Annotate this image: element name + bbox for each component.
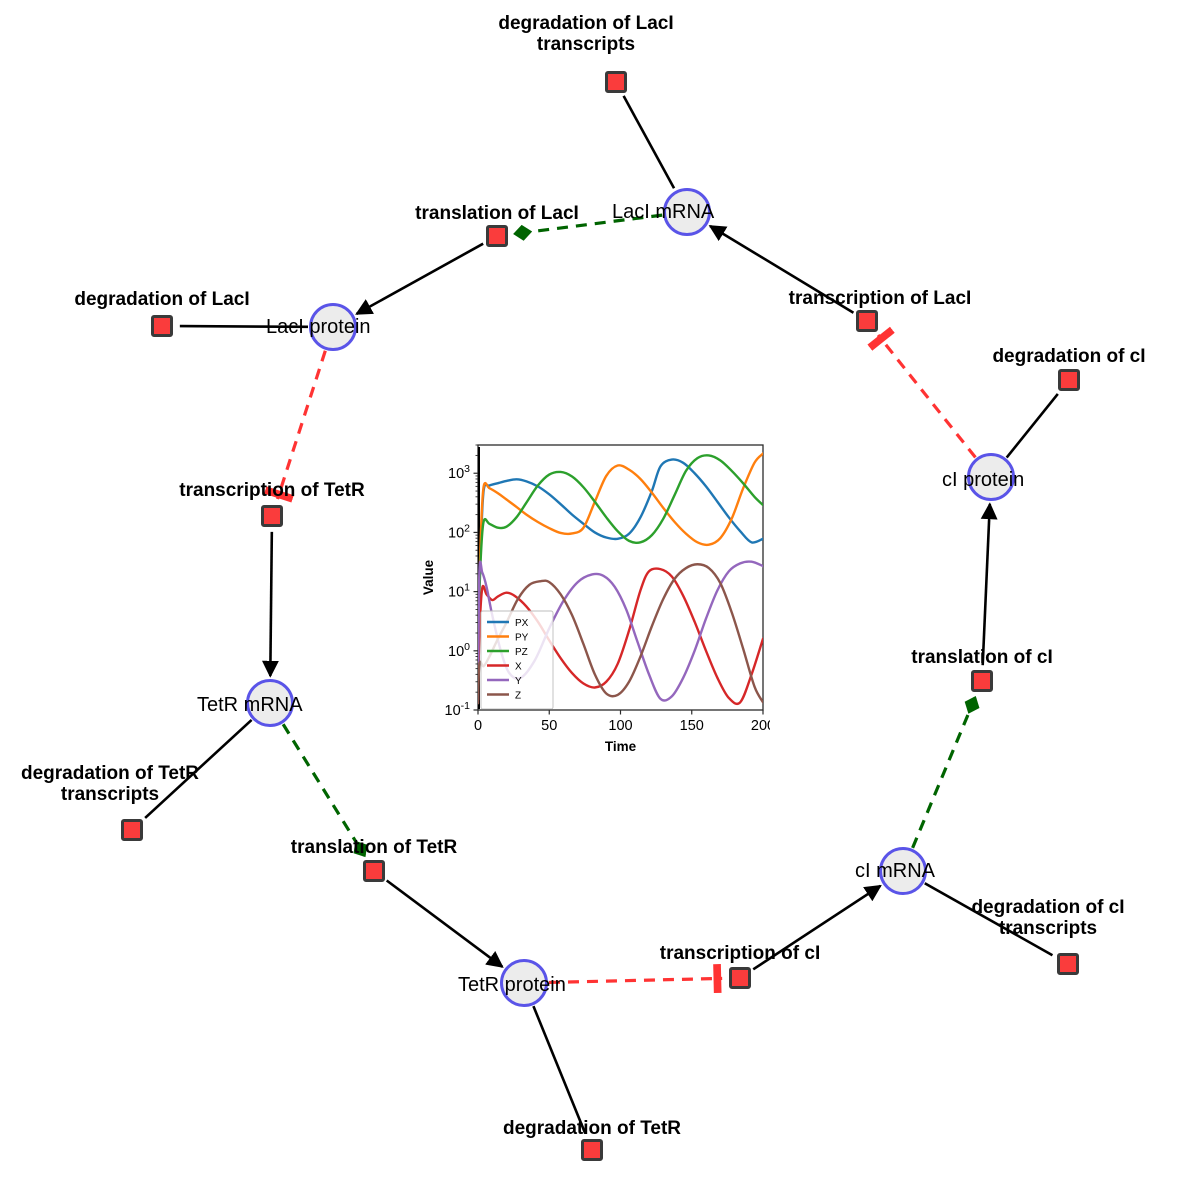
chart-ytick-label: 103 <box>448 463 470 482</box>
chart-legend-label-X: X <box>515 662 522 673</box>
inset-timeseries-chart: 10-1 100 101 102 103 0 50 100 150 200 Time Value PX P… <box>420 432 770 757</box>
reaction-label-deg_laci_transcripts: degradation of LacI transcripts <box>498 13 674 56</box>
edge-consumption-laci_prot-to-deg_laci <box>179 324 309 329</box>
chart-xlabel: Time <box>605 739 637 754</box>
chart-ytick-label: 100 <box>448 641 470 660</box>
chart-series-PX <box>478 458 763 635</box>
edge-consumption-ci_mrna-to-deg_ci_transcripts <box>924 882 1054 957</box>
reaction-label-transcription_ci: transcription of cI <box>659 943 821 964</box>
reaction-node-deg_laci_transcripts[interactable] <box>605 71 627 93</box>
species-label-ci_mrna: cI mRNA <box>855 860 935 882</box>
reaction-node-transcription_ci[interactable] <box>729 967 751 989</box>
edge-consumption-deg_laci_transcripts-to-laci_mrna <box>622 95 676 189</box>
chart-legend-label-Y: Y <box>515 676 522 687</box>
edge-production-translation_laci-to-laci_prot <box>355 242 484 316</box>
edge-catalysis-ci_mrna-to-translation_ci <box>911 696 980 849</box>
edge-production-transcription_ci-to-ci_mrna <box>752 884 882 971</box>
reaction-label-translation_ci: translation of cI <box>911 647 1053 668</box>
chart-ytick-label: 102 <box>448 522 470 541</box>
chart-legend-label-PX: PX <box>515 618 529 629</box>
edge-inhibition-tetr_prot-to-transcription_ci <box>548 964 723 994</box>
chart-svg: 10-1 100 101 102 103 0 50 100 150 200 Time Value PX P… <box>421 444 770 754</box>
chart-xtick-label: 50 <box>541 718 557 734</box>
species-node-tetr_mrna[interactable] <box>246 679 294 727</box>
chart-xtick-label: 200 <box>751 718 770 734</box>
reaction-node-translation_ci[interactable] <box>971 670 993 692</box>
chart-xtick-label: 0 <box>474 718 482 734</box>
chart-ytick-label: 10-1 <box>445 700 471 719</box>
edge-inhibition-laci_prot-to-transcription_tetr <box>264 350 327 503</box>
reaction-node-deg_laci[interactable] <box>151 315 173 337</box>
edge-production-transcription_laci-to-laci_mrna <box>708 224 855 314</box>
reaction-node-deg_ci[interactable] <box>1058 369 1080 391</box>
edge-catalysis-laci_mrna-to-translation_laci <box>513 213 663 241</box>
chart-legend-label-Z: Z <box>515 691 521 702</box>
edge-consumption-ci_prot-to-deg_ci <box>1005 393 1059 459</box>
reaction-node-deg_tetr[interactable] <box>581 1139 603 1161</box>
species-label-tetr_mrna: TetR mRNA <box>197 694 303 716</box>
reaction-label-deg_laci: degradation of LacI <box>74 289 250 310</box>
chart-xtick-label: 150 <box>680 718 704 734</box>
species-label-tetr_prot: TetR protein <box>458 974 566 996</box>
species-label-ci_prot: cI protein <box>942 469 1025 491</box>
chart-legend-label-PZ: PZ <box>515 647 528 658</box>
species-node-laci_mrna[interactable] <box>663 188 711 236</box>
edge-production-translation_ci-to-ci_prot <box>980 502 998 666</box>
reaction-node-translation_tetr[interactable] <box>363 860 385 882</box>
chart-series-PY <box>478 452 763 635</box>
reaction-label-transcription_laci: transcription of LacI <box>788 288 972 309</box>
reaction-label-deg_tetr: degradation of TetR <box>502 1118 682 1139</box>
reaction-label-translation_tetr: translation of TetR <box>290 837 458 858</box>
edge-consumption-tetr_mrna-to-deg_tetr_transcripts <box>144 718 253 819</box>
edge-consumption-tetr_prot-to-deg_tetr <box>532 1005 587 1134</box>
species-label-laci_prot: LacI protein <box>266 316 371 338</box>
chart-legend-label-PY: PY <box>515 633 529 644</box>
edge-inhibition-ci_prot-to-transcription_laci <box>867 326 977 459</box>
reaction-node-translation_laci[interactable] <box>486 225 508 247</box>
species-node-tetr_prot[interactable] <box>500 959 548 1007</box>
reaction-node-deg_tetr_transcripts[interactable] <box>121 819 143 841</box>
chart-series-PZ <box>478 454 763 635</box>
chart-ylabel: Value <box>421 559 436 595</box>
reaction-label-translation_laci: translation of LacI <box>415 203 579 224</box>
species-node-ci_mrna[interactable] <box>879 847 927 895</box>
species-node-laci_prot[interactable] <box>309 303 357 351</box>
reaction-label-deg_ci: degradation of cI <box>992 346 1146 367</box>
edge-production-transcription_tetr-to-tetr_mrna <box>262 531 279 678</box>
edge-catalysis-tetr_mrna-to-translation_tetr <box>281 723 368 858</box>
reaction-label-transcription_tetr: transcription of TetR <box>179 480 365 501</box>
chart-xtick-label: 100 <box>608 718 632 734</box>
reaction-node-transcription_laci[interactable] <box>856 310 878 332</box>
reaction-label-deg_tetr_transcripts: degradation of TetR transcripts <box>20 763 200 806</box>
species-node-ci_prot[interactable] <box>967 453 1015 501</box>
reaction-node-transcription_tetr[interactable] <box>261 505 283 527</box>
chart-ytick-label: 101 <box>448 582 470 601</box>
species-label-laci_mrna: LacI mRNA <box>612 201 715 223</box>
reaction-node-deg_ci_transcripts[interactable] <box>1057 953 1079 975</box>
edge-production-translation_tetr-to-tetr_prot <box>385 879 504 968</box>
reaction-label-deg_ci_transcripts: degradation of cI transcripts <box>971 897 1125 940</box>
